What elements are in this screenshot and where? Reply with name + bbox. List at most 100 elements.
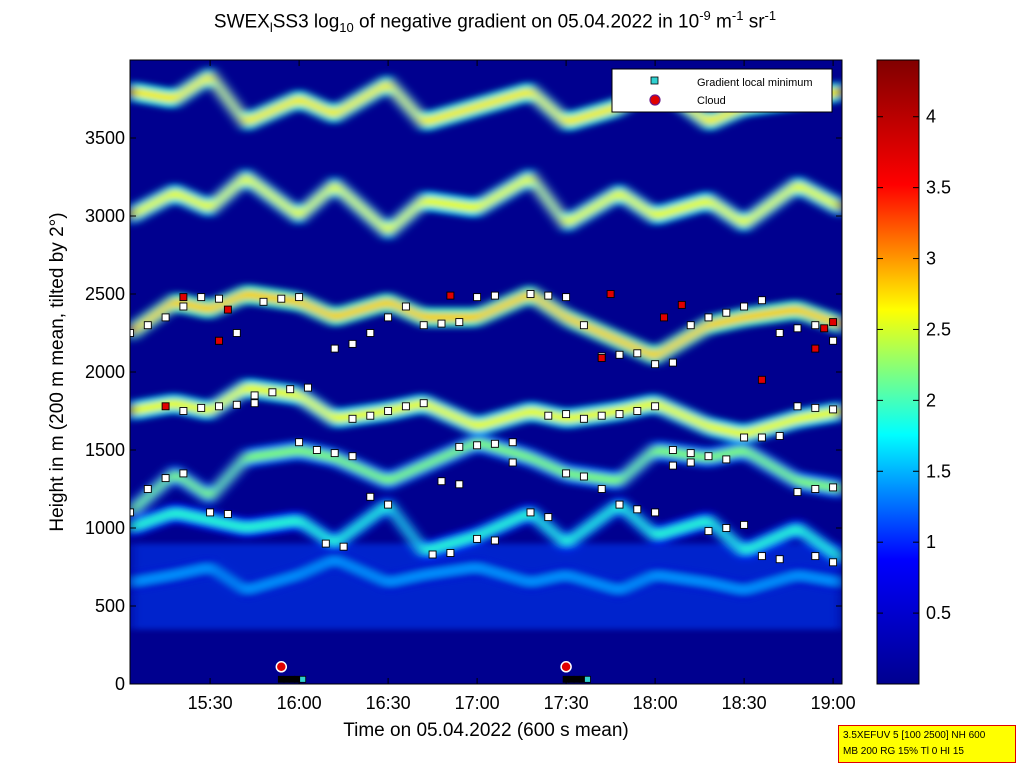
gradient-minimum-marker (490, 536, 499, 545)
gradient-minimum-marker (259, 297, 268, 306)
title-sup3: -1 (764, 8, 777, 23)
gradient-minimum-marker (793, 488, 802, 497)
y-tick-label: 3500 (85, 128, 125, 148)
gradient-minimum-marker (366, 329, 375, 337)
gradient-minimum-marker (508, 438, 517, 447)
gradient-minimum-marker (562, 410, 571, 419)
gradient-minimum-marker (633, 407, 642, 415)
gradient-minimum-marker (722, 308, 731, 317)
x-axis: 15:30 16:00 16:30 17:00 17:30 18:00 18:30 19:00 (188, 60, 856, 713)
gradient-minimum-marker (268, 388, 277, 397)
gradient-minimum-marker (446, 549, 455, 557)
x-tick-label: 16:30 (366, 693, 411, 713)
colorbar-tick-label: 1 (926, 532, 936, 552)
layer-900 (130, 499, 842, 564)
gradient-minimum-marker (130, 508, 134, 517)
info-box: 3.5XEFUV 5 [100 2500] NH 600 MB 200 RG 1… (838, 725, 1016, 763)
gradient-minimum-marker (526, 508, 535, 517)
red-marker (829, 318, 838, 327)
gradient-minimum-marker (544, 513, 553, 522)
gradient-minimum-marker (295, 438, 304, 447)
legend-square-icon (650, 76, 659, 85)
gradient-minimum-marker (811, 485, 820, 493)
gradient-minimum-marker (704, 313, 713, 322)
y-tick-label: 1000 (85, 518, 125, 538)
red-marker (811, 344, 820, 353)
info-line-2: MB 200 RG 15% Tl 0 HI 15 (843, 746, 964, 757)
title-unit2: sr (743, 11, 765, 33)
x-axis-label: Time on 05.04.2022 (600 s mean) (343, 720, 629, 741)
gradient-minimum-marker (215, 402, 223, 411)
gradient-minimum-marker (490, 291, 499, 300)
gradient-minimum-marker (686, 321, 695, 330)
gradient-minimum-marker (366, 492, 375, 501)
gradient-minimum-marker (223, 510, 232, 518)
y-axis: 0 500 1000 1500 2000 2500 3000 3500 (85, 128, 842, 694)
gradient-minimum-marker (321, 539, 330, 548)
gradient-minimum-marker (312, 446, 321, 454)
layer-600-outer (130, 549, 842, 601)
gradient-minimum-marker (179, 469, 188, 478)
gradient-minimum-marker (633, 349, 642, 358)
gradient-minimum-marker (348, 414, 357, 423)
gradient-minimum-marker (179, 302, 188, 311)
red-marker (179, 293, 188, 302)
layer-3000 (130, 172, 842, 237)
colorbar-tick-label: 3 (926, 249, 936, 269)
gradient-minimum-marker (473, 534, 482, 543)
gradient-minimum-marker (428, 550, 437, 559)
colorbar-tick-label: 2.5 (926, 319, 951, 339)
title-text: of negative gradient on 05.04.2022 in 10 (353, 11, 700, 33)
gradient-minimum-marker (215, 294, 223, 303)
gradient-minimum-marker (455, 318, 464, 327)
gradient-minimum-marker (304, 383, 312, 392)
gradient-minimum-marker (490, 439, 499, 448)
gradient-minimum-marker (526, 290, 535, 298)
colorbar: 0.5 1 1.5 2 2.5 3 3.5 4 (876, 59, 951, 685)
ground-marker (584, 675, 591, 683)
gradient-minimum-marker (775, 432, 784, 440)
gradient-minimum-marker (473, 293, 482, 302)
red-marker (215, 336, 223, 345)
y-tick-label: 2000 (85, 362, 125, 382)
plot-area (129, 59, 843, 685)
gradient-minimum-marker (348, 452, 357, 461)
gradient-minimum-marker (651, 402, 660, 411)
legend-box (611, 68, 833, 113)
title-mid: SS3 log (272, 11, 340, 33)
layer-1800 (130, 382, 842, 440)
gradient-minimum-marker (633, 505, 642, 514)
gradient-minimum-marker (811, 321, 820, 330)
gradient-minimum-marker (704, 452, 713, 461)
legend: Gradient local minimum Cloud (611, 68, 833, 113)
red-marker (223, 305, 232, 314)
colorbar-ticks: 0.5 1 1.5 2 2.5 3 3.5 4 (877, 107, 951, 623)
y-tick-label: 500 (95, 596, 125, 616)
gradient-minimum-marker (740, 302, 749, 311)
x-tick-label: 16:00 (277, 693, 322, 713)
gradient-minimum-marker (437, 477, 446, 486)
cloud-marker (560, 661, 572, 673)
gradient-minimum-marker (829, 405, 838, 414)
gradient-minimum-marker (197, 403, 206, 412)
gradient-minimum-marker (775, 555, 784, 564)
gradient-minimum-marker (544, 411, 553, 420)
gradient-minimum-marker (615, 410, 624, 419)
gradient-minimum-marker (330, 449, 339, 458)
gradient-minimum-marker (339, 542, 348, 551)
gradient-minimum-marker (384, 500, 393, 509)
colorbar-bar (876, 59, 920, 685)
colorbar-tick-label: 3.5 (926, 178, 951, 198)
gradient-minimum-marker (250, 391, 259, 400)
gradient-minimum-marker (811, 403, 820, 412)
gradient-minimum-marker (686, 449, 695, 458)
info-line-1: 3.5XEFUV 5 [100 2500] NH 600 (843, 730, 986, 741)
gradient-minimum-marker (250, 399, 259, 408)
gradient-minimum-marker (401, 402, 410, 411)
gradient-minimum-marker (651, 508, 660, 517)
ground-marker (299, 675, 307, 683)
gradient-minimum-marker (579, 414, 588, 423)
heatmap-layers (130, 65, 842, 630)
title-prefix: SWEX (213, 11, 270, 33)
